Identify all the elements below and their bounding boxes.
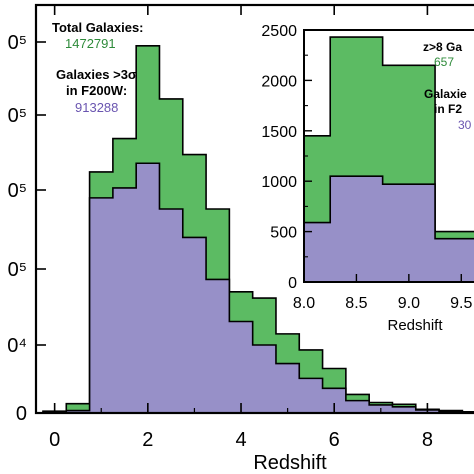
inset-histogram: 8.0 8.5 9.0 9.5 0 500 1000 1500 2000 2500 z>8 Ga65…	[261, 23, 474, 312]
inset-y-tick-label: 0	[288, 275, 297, 292]
main-x-tick-label: 6	[329, 429, 340, 451]
main-annotation-2: Galaxies >3σ	[56, 67, 137, 82]
inset-y-tick-label: 500	[270, 225, 297, 242]
inset-annotation-4: 30	[458, 118, 472, 132]
main-y-tick-label: 0⁵	[8, 32, 27, 54]
inset-x-tick-label: 8.5	[345, 295, 367, 312]
inset-y-tick-label: 2500	[261, 23, 297, 40]
inset-y-tick-label: 1000	[261, 174, 297, 191]
inset-x-axis-label: Redshift	[387, 317, 443, 334]
main-x-tick-label: 8	[422, 429, 433, 451]
inset-annotation-1: 657	[434, 55, 454, 69]
inset-x-tick-label: 8.0	[293, 295, 315, 312]
main-y-tick-label: 0⁵	[8, 105, 27, 127]
main-annotation-0: Total Galaxies:	[52, 20, 144, 35]
main-y-tick-label: 0	[16, 403, 27, 425]
main-annotation-1: 1472791	[65, 36, 116, 51]
main-y-tick-label: 0⁵	[8, 180, 27, 202]
main-x-tick-label: 0	[49, 429, 60, 451]
inset-series-f200w	[303, 175, 474, 283]
main-annotation-4: 913288	[75, 100, 118, 115]
main-x-tick-label: 4	[235, 429, 246, 451]
inset-annotation-0: z>8 Ga	[423, 40, 462, 54]
inset-annotation-2: Galaxie	[424, 87, 467, 101]
main-annotation-3: in F200W:	[66, 83, 127, 98]
main-x-tick-label: 2	[142, 429, 153, 451]
main-plot-frame	[34, 3, 474, 415]
main-y-tick-label: 0⁵	[8, 259, 27, 281]
main-x-axis-label: Redshift	[253, 452, 327, 474]
inset-y-tick-label: 2000	[261, 73, 297, 90]
main-series-f200w	[42, 162, 474, 414]
main-y-tick-label: 0⁴	[7, 335, 27, 357]
inset-y-tick-label: 1500	[261, 124, 297, 141]
inset-annotation-3: in F2	[434, 102, 462, 116]
main-histogram: 0 2 4 6 8 0 0⁴ 0⁵ 0⁵ 0⁵ 0⁵ Total Galaxies:1472791 Ga…	[7, 3, 474, 451]
inset-x-tick-label: 9.0	[398, 295, 420, 312]
inset-x-tick-label: 9.5	[450, 295, 472, 312]
